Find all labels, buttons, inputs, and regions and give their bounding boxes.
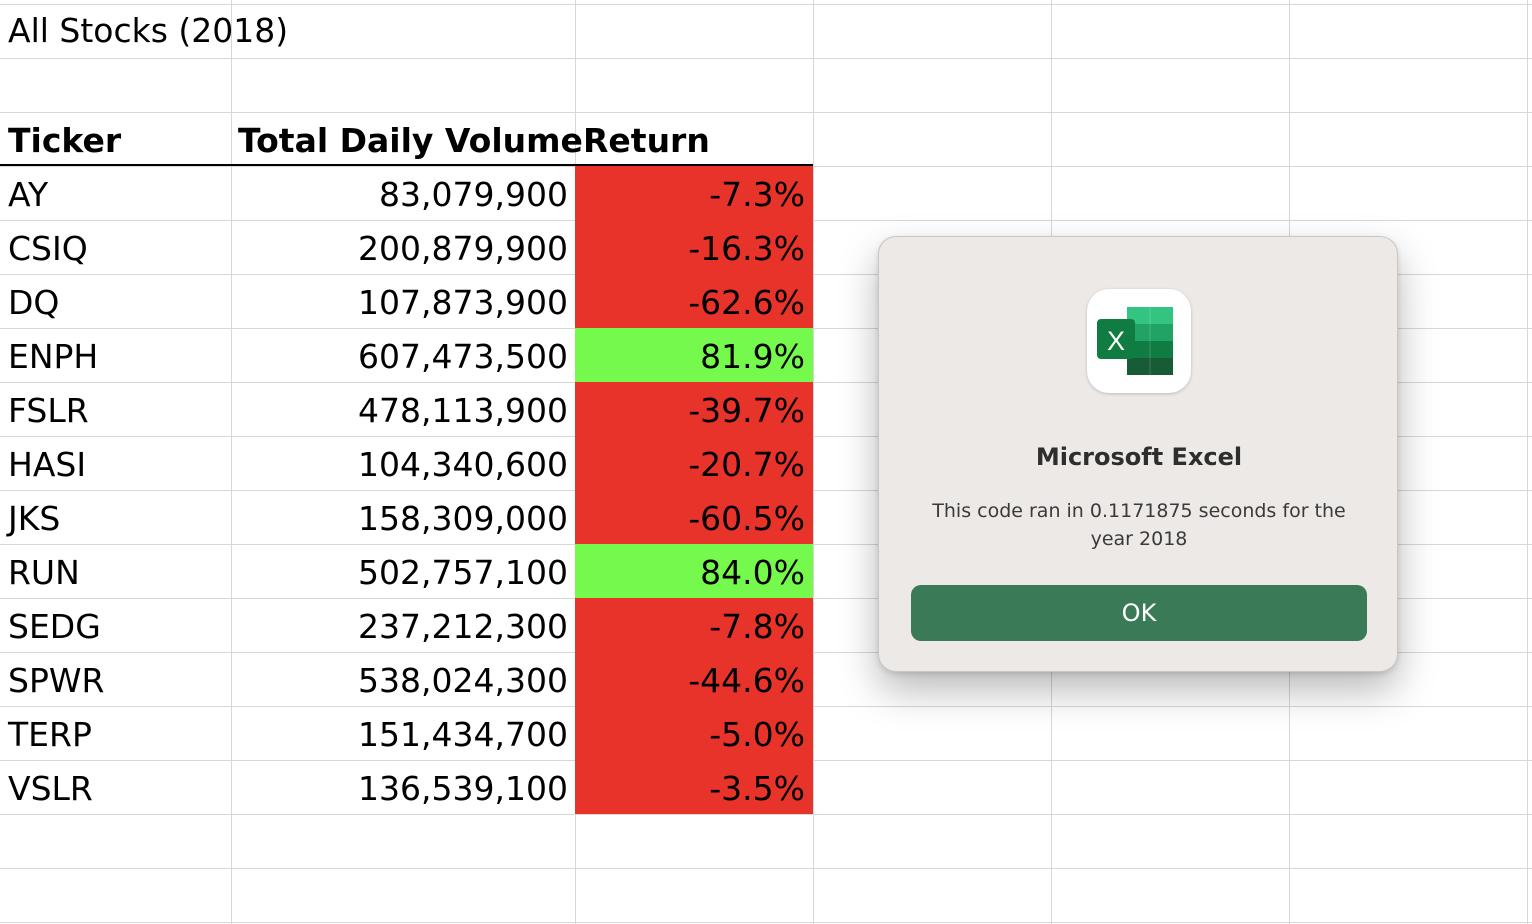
ticker-cell[interactable]: DQ <box>8 283 60 322</box>
volume-cell[interactable]: 478,113,900 <box>358 391 568 430</box>
ticker-cell[interactable]: HASI <box>8 445 87 484</box>
volume-cell[interactable]: 538,024,300 <box>358 661 568 700</box>
volume-cell[interactable]: 200,879,900 <box>358 229 568 268</box>
ticker-cell[interactable]: SPWR <box>8 661 105 700</box>
ok-button[interactable]: OK <box>911 585 1367 641</box>
dialog-title: Microsoft Excel <box>1035 443 1243 471</box>
volume-cell[interactable]: 237,212,300 <box>358 607 568 646</box>
volume-cell[interactable]: 151,434,700 <box>358 715 568 754</box>
return-cell[interactable]: -5.0% <box>575 706 813 760</box>
volume-cell[interactable]: 136,539,100 <box>358 769 568 808</box>
alert-dialog: X Microsoft Excel This code ran in 0.117… <box>878 236 1398 672</box>
return-cell[interactable]: -60.5% <box>575 490 813 544</box>
header-ticker[interactable]: Ticker <box>8 121 122 160</box>
header-return[interactable]: Return <box>583 121 710 160</box>
volume-cell[interactable]: 107,873,900 <box>358 283 568 322</box>
svg-text:X: X <box>1107 326 1125 356</box>
sheet-title-cell[interactable]: All Stocks (2018) <box>8 11 289 50</box>
ticker-cell[interactable]: JKS <box>8 499 61 538</box>
row-gridline <box>0 922 1532 923</box>
volume-cell[interactable]: 502,757,100 <box>358 553 568 592</box>
ticker-cell[interactable]: SEDG <box>8 607 101 646</box>
return-cell[interactable]: -7.3% <box>575 166 813 220</box>
volume-cell[interactable]: 158,309,000 <box>358 499 568 538</box>
return-cell[interactable]: -44.6% <box>575 652 813 706</box>
row-gridline <box>0 58 1532 59</box>
row-gridline <box>0 4 1532 5</box>
row-gridline <box>0 868 1532 869</box>
return-cell[interactable]: -7.8% <box>575 598 813 652</box>
ticker-cell[interactable]: RUN <box>8 553 80 592</box>
row-gridline <box>0 112 1532 113</box>
return-cell[interactable]: 81.9% <box>575 328 813 382</box>
ticker-cell[interactable]: CSIQ <box>8 229 88 268</box>
return-cell[interactable]: 84.0% <box>575 544 813 598</box>
header-border <box>0 164 813 166</box>
return-cell[interactable]: -16.3% <box>575 220 813 274</box>
column-gridline <box>813 0 814 924</box>
excel-app-icon: X <box>1087 289 1191 393</box>
ticker-cell[interactable]: AY <box>8 175 49 214</box>
volume-cell[interactable]: 607,473,500 <box>358 337 568 376</box>
return-cell[interactable]: -62.6% <box>575 274 813 328</box>
dialog-message: This code ran in 0.1171875 seconds for t… <box>932 500 1346 550</box>
header-total-daily-volume[interactable]: Total Daily Volume <box>238 121 583 160</box>
ticker-cell[interactable]: TERP <box>8 715 92 754</box>
return-cell[interactable]: -20.7% <box>575 436 813 490</box>
volume-cell[interactable]: 104,340,600 <box>358 445 568 484</box>
column-gridline <box>1527 0 1528 924</box>
return-cell[interactable]: -3.5% <box>575 760 813 814</box>
ticker-cell[interactable]: ENPH <box>8 337 99 376</box>
row-gridline <box>0 814 1532 815</box>
volume-cell[interactable]: 83,079,900 <box>379 175 568 214</box>
ticker-cell[interactable]: VSLR <box>8 769 93 808</box>
return-cell[interactable]: -39.7% <box>575 382 813 436</box>
ticker-cell[interactable]: FSLR <box>8 391 89 430</box>
column-gridline <box>231 0 232 924</box>
